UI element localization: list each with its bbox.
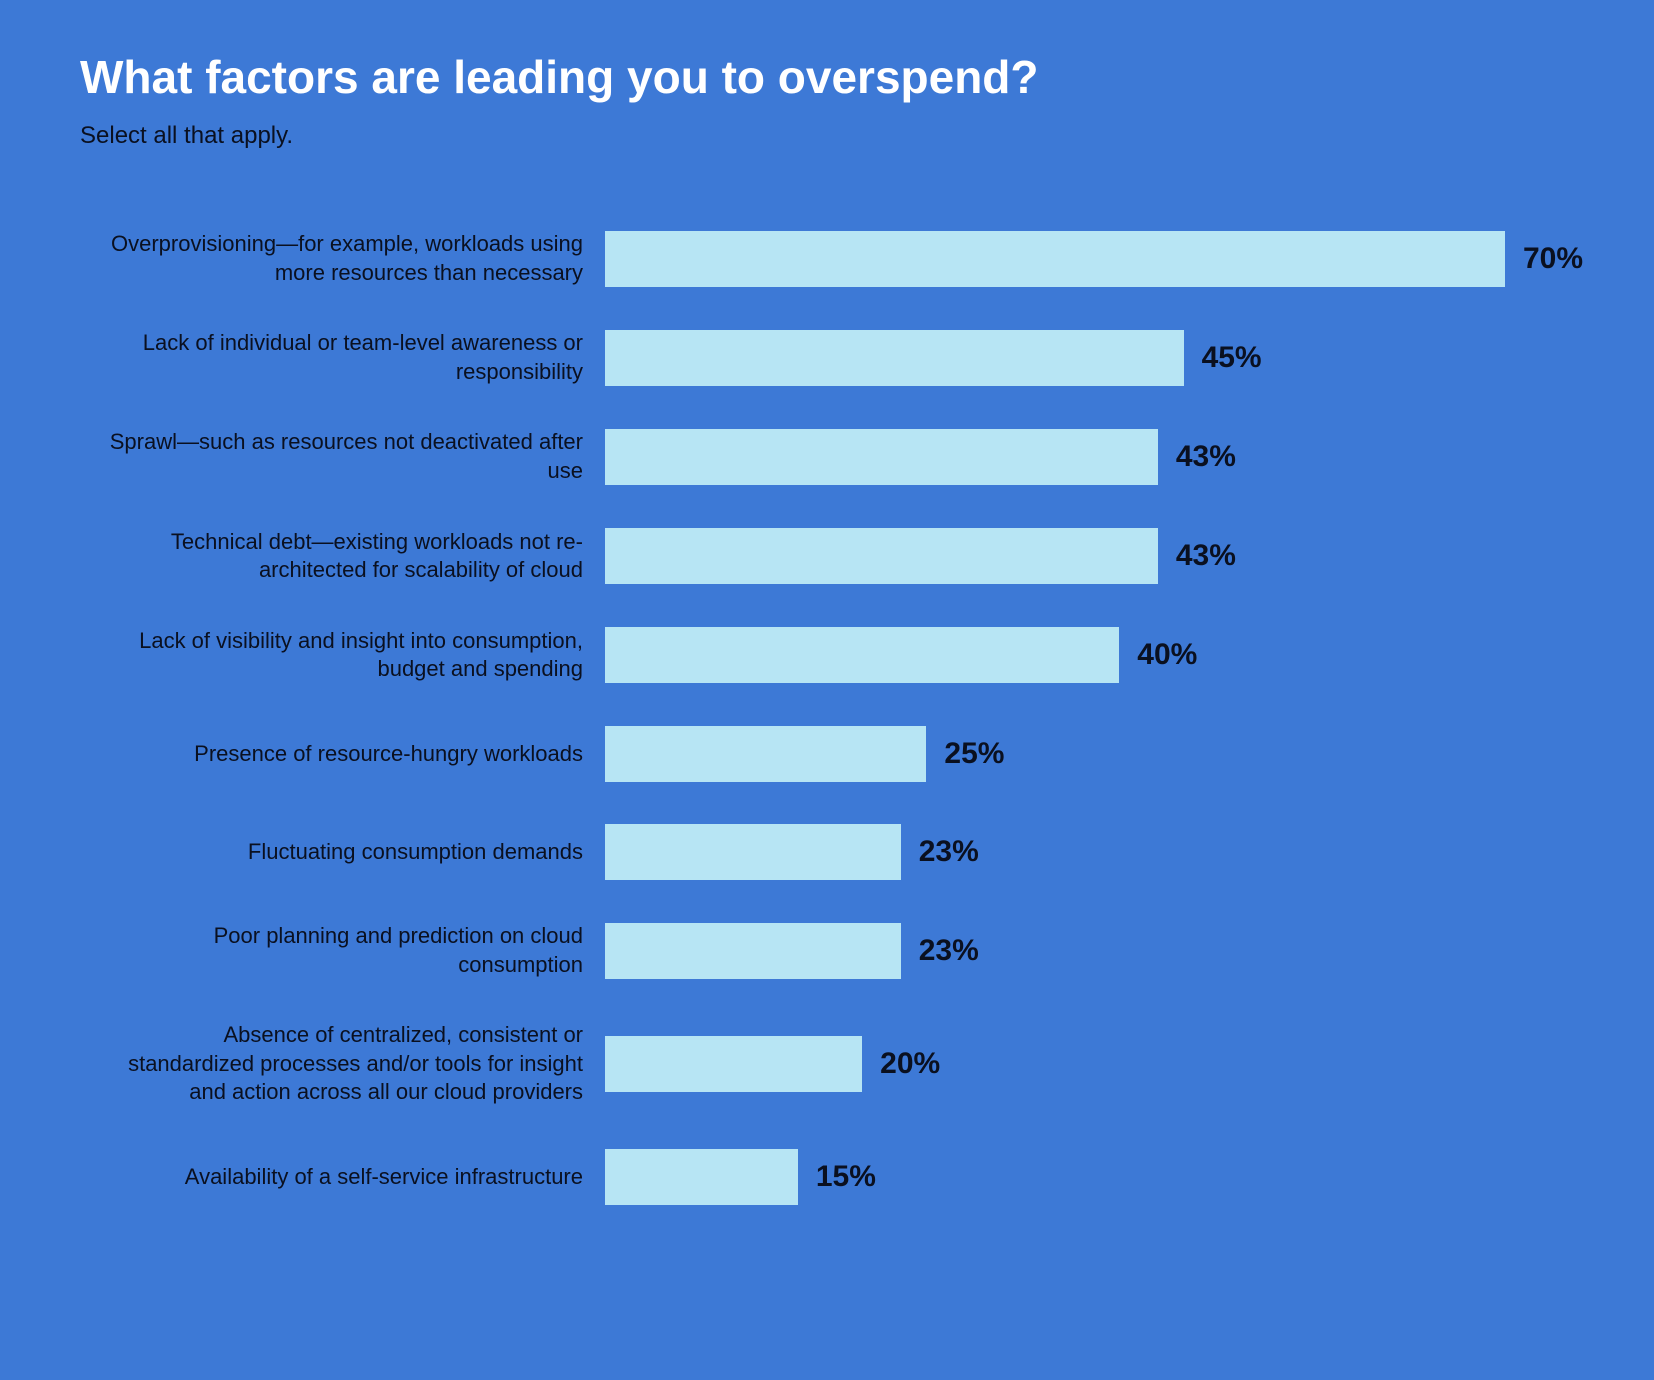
bar-value: 45% (1202, 341, 1262, 375)
bar-row: Poor planning and prediction on cloud co… (95, 922, 1574, 979)
bar-area: 20% (605, 1036, 1574, 1092)
bar (605, 1036, 862, 1092)
bar-row: Lack of visibility and insight into cons… (95, 627, 1574, 684)
bar-label: Availability of a self-service infrastru… (95, 1163, 605, 1192)
bar-label: Absence of centralized, consistent or st… (95, 1021, 605, 1107)
bar-area: 40% (605, 627, 1574, 683)
bar-value: 15% (816, 1160, 876, 1194)
bar-area: 43% (605, 429, 1574, 485)
bar-area: 23% (605, 923, 1574, 979)
bar-area: 15% (605, 1149, 1574, 1205)
chart-container: What factors are leading you to overspen… (0, 0, 1654, 1380)
bar-label: Poor planning and prediction on cloud co… (95, 922, 605, 979)
bar-row: Absence of centralized, consistent or st… (95, 1021, 1574, 1107)
bar-area: 43% (605, 528, 1574, 584)
bar-area: 23% (605, 824, 1574, 880)
bar-area: 45% (605, 330, 1574, 386)
bar-row: Sprawl—such as resources not deactivated… (95, 428, 1574, 485)
bar-row: Overprovisioning—for example, workloads … (95, 230, 1574, 287)
bar-area: 70% (605, 231, 1583, 287)
bar (605, 627, 1119, 683)
bar-value: 40% (1137, 638, 1197, 672)
chart-subtitle: Select all that apply. (80, 122, 1574, 150)
bar-label: Presence of resource-hungry workloads (95, 740, 605, 769)
bar-label: Fluctuating consumption demands (95, 838, 605, 867)
bar (605, 1149, 798, 1205)
bar-row: Lack of individual or team-level awarene… (95, 329, 1574, 386)
bar (605, 923, 901, 979)
chart-title: What factors are leading you to overspen… (80, 50, 1574, 104)
bar-row: Technical debt—existing workloads not re… (95, 528, 1574, 585)
bar (605, 231, 1505, 287)
bar-row: Presence of resource-hungry workloads 25% (95, 726, 1574, 782)
bar-value: 43% (1176, 539, 1236, 573)
bar-value: 43% (1176, 440, 1236, 474)
bar (605, 726, 926, 782)
bar-label: Lack of visibility and insight into cons… (95, 627, 605, 684)
bar-row: Fluctuating consumption demands 23% (95, 824, 1574, 880)
bar (605, 528, 1158, 584)
bar-value: 25% (944, 737, 1004, 771)
bar (605, 429, 1158, 485)
bar-label: Overprovisioning—for example, workloads … (95, 230, 605, 287)
bar-value: 23% (919, 934, 979, 968)
bar (605, 824, 901, 880)
bar-label: Sprawl—such as resources not deactivated… (95, 428, 605, 485)
bar-row: Availability of a self-service infrastru… (95, 1149, 1574, 1205)
bar-value: 23% (919, 835, 979, 869)
bar-chart: Overprovisioning—for example, workloads … (80, 230, 1574, 1205)
bar (605, 330, 1184, 386)
bar-value: 20% (880, 1047, 940, 1081)
bar-label: Lack of individual or team-level awarene… (95, 329, 605, 386)
bar-value: 70% (1523, 242, 1583, 276)
bar-area: 25% (605, 726, 1574, 782)
bar-label: Technical debt—existing workloads not re… (95, 528, 605, 585)
